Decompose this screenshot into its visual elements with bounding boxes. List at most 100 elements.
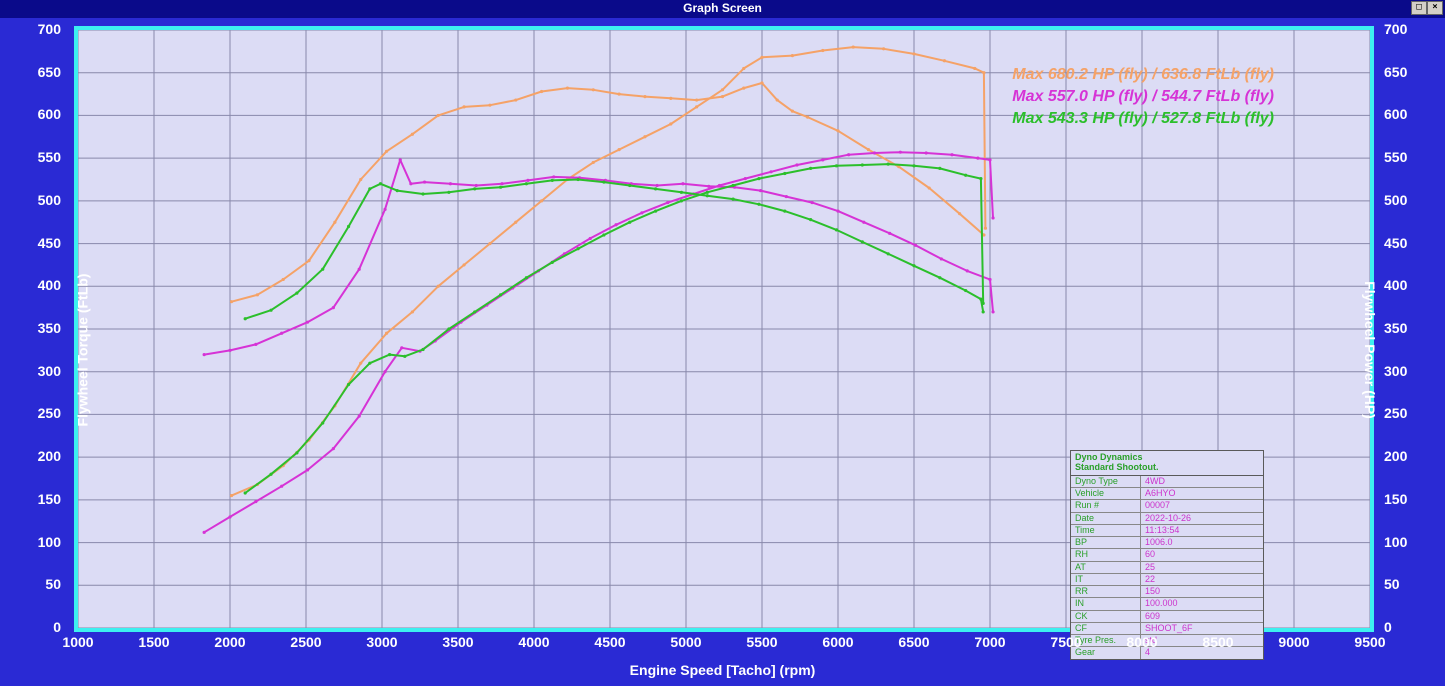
- x-tick: 6500: [889, 634, 939, 650]
- y-left-tick: 300: [21, 363, 61, 379]
- info-key: Date: [1071, 513, 1141, 524]
- legend-entry: Max 543.3 HP (fly) / 527.8 FtLb (fly): [1012, 110, 1274, 128]
- y-right-tick: 150: [1384, 491, 1424, 507]
- info-row: CK609: [1071, 611, 1263, 623]
- y-left-tick: 50: [21, 576, 61, 592]
- x-tick: 9500: [1345, 634, 1395, 650]
- info-key: AT: [1071, 562, 1141, 573]
- info-row: AT25: [1071, 562, 1263, 574]
- info-row: VehicleA6HYO: [1071, 488, 1263, 500]
- info-key: BP: [1071, 537, 1141, 548]
- y-right-tick: 400: [1384, 277, 1424, 293]
- info-box: Dyno Dynamics Standard Shootout. Dyno Ty…: [1070, 450, 1264, 660]
- y-left-tick: 700: [21, 21, 61, 37]
- y-right-tick: 0: [1384, 619, 1424, 635]
- info-val: 2022-10-26: [1141, 513, 1263, 524]
- info-val: 609: [1141, 611, 1263, 622]
- y-right-tick: 50: [1384, 576, 1424, 592]
- y-left-tick: 0: [21, 619, 61, 635]
- info-row: RR150: [1071, 586, 1263, 598]
- x-tick: 2000: [205, 634, 255, 650]
- info-val: 22: [1141, 574, 1263, 585]
- info-key: CF: [1071, 623, 1141, 634]
- info-title-2: Standard Shootout.: [1075, 462, 1159, 472]
- x-tick: 7500: [1041, 634, 1091, 650]
- plot-region: Max 680.2 HP (fly) / 636.8 FtLb (fly) Max…: [74, 26, 1374, 632]
- info-rows: Dyno Type4WDVehicleA6HYORun #00007Date20…: [1071, 476, 1263, 659]
- y-left-tick: 350: [21, 320, 61, 336]
- x-tick: 6000: [813, 634, 863, 650]
- y-left-tick: 500: [21, 192, 61, 208]
- info-val: 11:13:54: [1141, 525, 1263, 536]
- y-left-tick: 100: [21, 534, 61, 550]
- y-right-tick: 600: [1384, 106, 1424, 122]
- y-left-tick: 250: [21, 405, 61, 421]
- y-right-tick: 650: [1384, 64, 1424, 80]
- info-key: Time: [1071, 525, 1141, 536]
- info-row: BP1006.0: [1071, 537, 1263, 549]
- info-val: 60: [1141, 549, 1263, 560]
- legend-entry: Max 680.2 HP (fly) / 636.8 FtLb (fly): [1012, 66, 1274, 84]
- info-val: 100.000: [1141, 598, 1263, 609]
- titlebar[interactable]: Graph Screen □ ×: [0, 0, 1445, 18]
- y-right-tick: 550: [1384, 149, 1424, 165]
- y-left-tick: 600: [21, 106, 61, 122]
- y-left-tick: 400: [21, 277, 61, 293]
- y-right-tick: 100: [1384, 534, 1424, 550]
- y-right-label: Flywheel Power (HP): [1362, 281, 1378, 419]
- y-right-tick: 350: [1384, 320, 1424, 336]
- y-right-tick: 450: [1384, 235, 1424, 251]
- close-icon[interactable]: ×: [1427, 1, 1443, 15]
- x-tick: 4000: [509, 634, 559, 650]
- x-tick: 8000: [1117, 634, 1167, 650]
- info-key: CK: [1071, 611, 1141, 622]
- info-box-title: Dyno Dynamics Standard Shootout.: [1071, 451, 1263, 476]
- info-title-1: Dyno Dynamics: [1075, 452, 1143, 462]
- maximize-icon[interactable]: □: [1411, 1, 1427, 15]
- x-axis-label: Engine Speed [Tacho] (rpm): [630, 662, 816, 678]
- y-left-tick: 550: [21, 149, 61, 165]
- info-row: Time11:13:54: [1071, 525, 1263, 537]
- info-key: IT: [1071, 574, 1141, 585]
- x-tick: 9000: [1269, 634, 1319, 650]
- info-key: RH: [1071, 549, 1141, 560]
- info-row: Date2022-10-26: [1071, 513, 1263, 525]
- x-tick: 3500: [433, 634, 483, 650]
- dyno-window: Graph Screen □ × Max 680.2 HP (fly) / 63…: [0, 0, 1445, 686]
- y-left-tick: 150: [21, 491, 61, 507]
- info-row: IN100.000: [1071, 598, 1263, 610]
- info-val: 4WD: [1141, 476, 1263, 487]
- y-left-tick: 650: [21, 64, 61, 80]
- y-left-tick: 450: [21, 235, 61, 251]
- info-key: Vehicle: [1071, 488, 1141, 499]
- x-tick: 5500: [737, 634, 787, 650]
- info-key: Run #: [1071, 500, 1141, 511]
- x-tick: 3000: [357, 634, 407, 650]
- info-val: 1006.0: [1141, 537, 1263, 548]
- y-right-tick: 200: [1384, 448, 1424, 464]
- y-right-tick: 500: [1384, 192, 1424, 208]
- info-key: IN: [1071, 598, 1141, 609]
- x-tick: 2500: [281, 634, 331, 650]
- y-right-tick: 300: [1384, 363, 1424, 379]
- window-buttons: □ ×: [1411, 1, 1443, 15]
- window-title: Graph Screen: [683, 1, 762, 15]
- y-left-label: Flywheel Torque (FtLb): [74, 274, 90, 427]
- x-tick: 1000: [53, 634, 103, 650]
- x-tick: 7000: [965, 634, 1015, 650]
- info-row: Dyno Type4WD: [1071, 476, 1263, 488]
- y-right-tick: 700: [1384, 21, 1424, 37]
- info-row: RH60: [1071, 549, 1263, 561]
- x-tick: 8500: [1193, 634, 1243, 650]
- info-val: 150: [1141, 586, 1263, 597]
- x-tick: 1500: [129, 634, 179, 650]
- info-val: 25: [1141, 562, 1263, 573]
- info-key: Dyno Type: [1071, 476, 1141, 487]
- legend-entry: Max 557.0 HP (fly) / 544.7 FtLb (fly): [1012, 88, 1274, 106]
- info-val: 00007: [1141, 500, 1263, 511]
- info-row: IT22: [1071, 574, 1263, 586]
- chart-area: Max 680.2 HP (fly) / 636.8 FtLb (fly) Max…: [6, 20, 1439, 680]
- x-tick: 5000: [661, 634, 711, 650]
- y-left-tick: 200: [21, 448, 61, 464]
- info-key: RR: [1071, 586, 1141, 597]
